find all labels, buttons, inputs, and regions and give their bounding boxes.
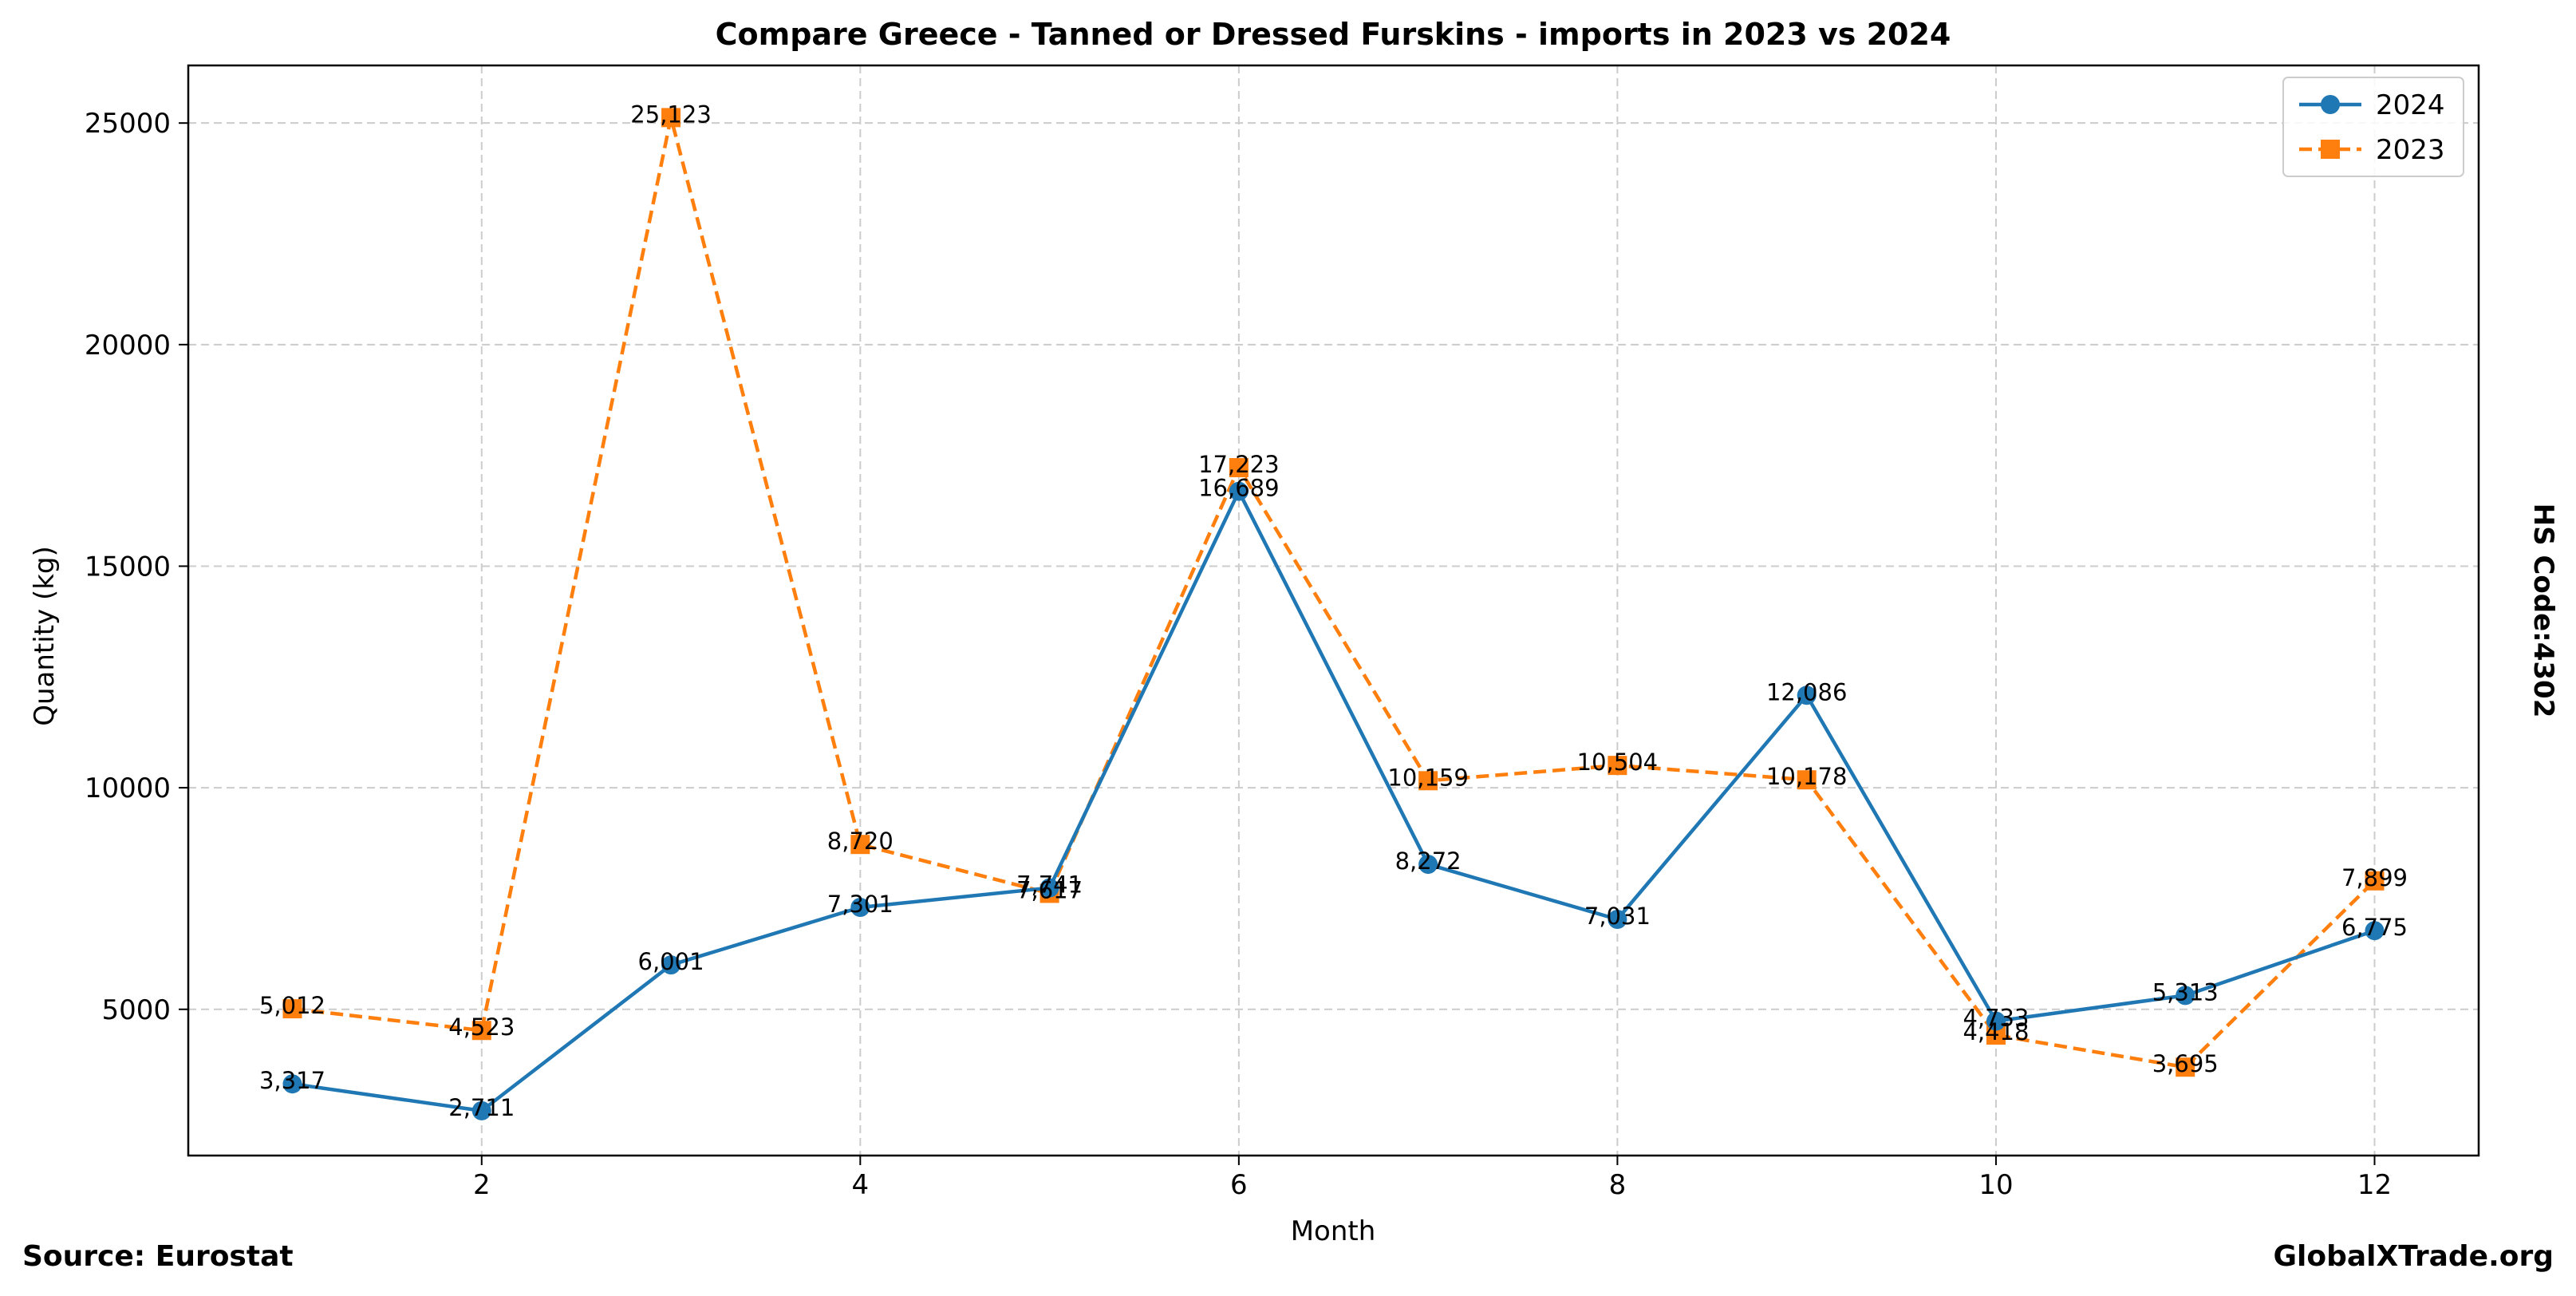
series-2024-line	[292, 489, 2376, 1113]
legend-2023-label: 2023	[2376, 134, 2445, 166]
series-2023-point	[850, 835, 870, 855]
series-2023-data-label: 7,899	[2341, 864, 2408, 891]
series-2024-data-label: 6,001	[638, 948, 704, 975]
series-2023-data-label: 8,720	[827, 828, 894, 855]
site-footer: GlobalXTrade.org	[2273, 1240, 2554, 1273]
series-2024-data-label: 7,031	[1584, 903, 1651, 930]
series-2023-line	[292, 116, 2377, 1069]
series-2024-data-label: 8,272	[1395, 848, 1462, 875]
series-2024-point	[1608, 909, 1627, 929]
series-2024-data-label: 7,741	[1016, 871, 1083, 899]
series-2023-data-label: 25,123	[630, 101, 711, 128]
series-layer	[282, 108, 2385, 1120]
series-2023-point	[661, 108, 681, 128]
series-2024-point	[2365, 921, 2385, 941]
series-2023-point	[1608, 756, 1627, 776]
y-tick-label: 20000	[85, 330, 171, 362]
series-2023-point	[2176, 1057, 2195, 1077]
y-axis-label: Quantity (kg)	[29, 546, 61, 726]
series-2023-data-label: 10,178	[1766, 763, 1847, 790]
series-2023-point	[282, 999, 302, 1019]
series-2024-data-label: 7,301	[827, 891, 894, 918]
x-tick-label: 8	[1609, 1169, 1627, 1201]
plot-area-frame	[187, 64, 2480, 1157]
grid-lines	[188, 65, 2479, 1156]
series-2024-point	[1229, 481, 1249, 501]
legend-2024-marker	[2321, 95, 2340, 114]
series-2024-point	[282, 1074, 302, 1094]
series-2024-data-label: 2,711	[448, 1094, 515, 1121]
series-2023-point	[1229, 458, 1249, 478]
legend: 2024 2023	[2282, 77, 2464, 177]
series-2024-data-label: 12,086	[1766, 678, 1847, 705]
y-tick-label: 15000	[85, 551, 171, 583]
y-tick-label: 5000	[101, 994, 171, 1026]
series-2023-data-label: 3,695	[2152, 1050, 2219, 1077]
series-2024-point	[661, 955, 681, 975]
series-2023-data-label: 4,418	[1963, 1018, 2029, 1045]
chart-title: Compare Greece - Tanned or Dressed Fursk…	[716, 17, 1951, 52]
x-tick-label: 10	[1978, 1169, 2013, 1201]
series-2023-data-label: 4,523	[448, 1013, 515, 1041]
series-2023-point	[1797, 770, 1817, 790]
series-2024-point	[2176, 986, 2195, 1006]
series-2024-data-label: 16,689	[1198, 475, 1279, 502]
x-tick-label: 6	[1230, 1169, 1248, 1201]
series-2024-point	[850, 897, 870, 917]
legend-2023-marker	[2321, 140, 2340, 159]
series-2024-point	[471, 1100, 491, 1120]
series-2024-data-label: 5,313	[2152, 978, 2219, 1006]
series-2023-data-label: 10,159	[1387, 764, 1468, 791]
series-2023-data-label: 10,504	[1577, 749, 1658, 776]
y-tick-label: 25000	[85, 108, 171, 140]
series-2024-point	[1986, 1011, 2006, 1031]
series-2023-point	[1418, 771, 1438, 791]
series-2023-point	[471, 1021, 491, 1041]
series-2024-data-label: 3,317	[259, 1067, 325, 1094]
hs-code-label: HS Code:4302	[2527, 504, 2559, 718]
x-tick-label: 2	[473, 1169, 491, 1201]
data-labels: 3,317 2,711 6,001 7,301 7,741 16,689 8,272 7,03…	[259, 101, 2408, 1121]
source-footer: Source: Eurostat	[22, 1240, 294, 1273]
y-tick-label: 10000	[85, 772, 171, 804]
series-2024-data-label: 6,775	[2341, 914, 2408, 941]
axes: 2 4 6 8 10 12 5000 10000 15000 20000 25000	[85, 108, 2392, 1201]
series-2023-point	[2365, 871, 2385, 891]
series-2023-data-label: 7,617	[1016, 876, 1083, 903]
series-2024-point	[1797, 686, 1817, 705]
x-tick-label: 4	[851, 1169, 869, 1201]
x-axis-label: Month	[1291, 1215, 1376, 1247]
series-2023-data-label: 17,223	[1198, 451, 1279, 478]
x-tick-label: 12	[2357, 1169, 2392, 1201]
series-2024-data-label: 4,733	[1963, 1005, 2029, 1032]
series-2023-data-label: 5,012	[259, 992, 325, 1019]
legend-2024-label: 2024	[2376, 89, 2445, 121]
series-2024-point	[1039, 878, 1059, 898]
series-2024-point	[1418, 855, 1438, 875]
